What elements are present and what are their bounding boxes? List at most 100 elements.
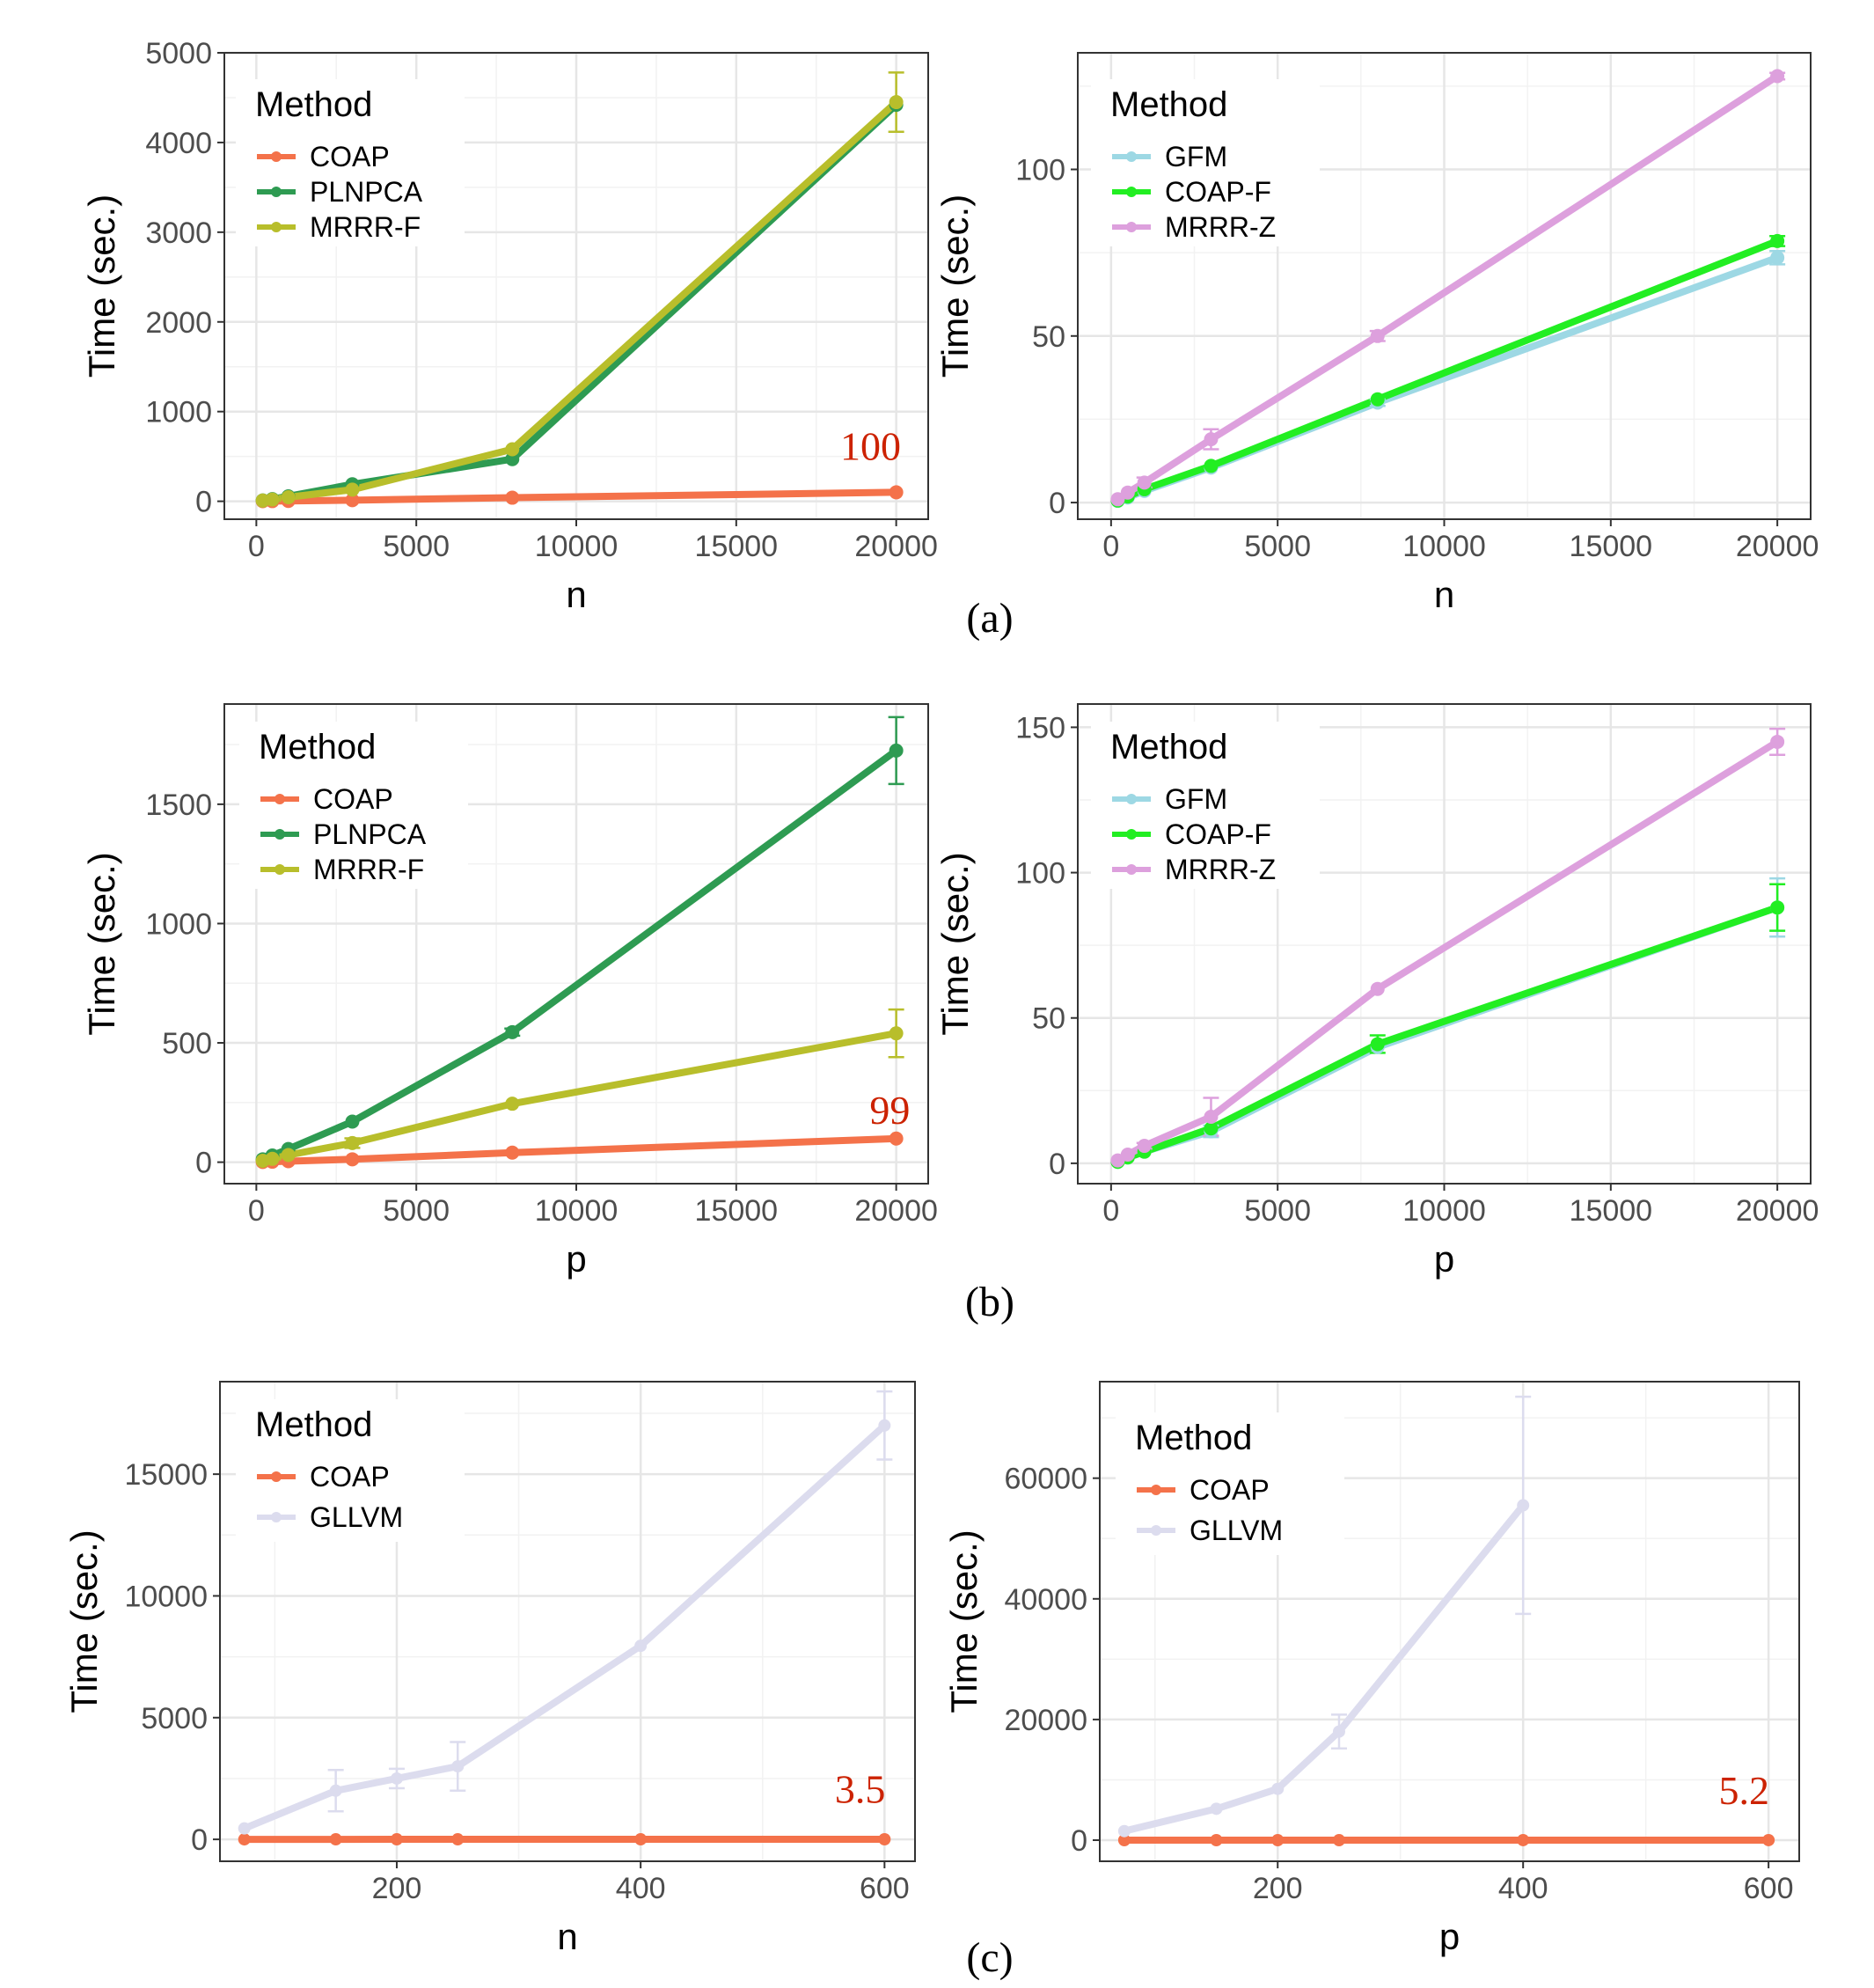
- x-tick-label: 15000: [695, 1194, 779, 1228]
- x-tick-label: 5000: [1244, 530, 1311, 563]
- legend-title: Method: [1110, 85, 1227, 124]
- y-tick-label: 0: [195, 1147, 212, 1180]
- x-tick-label: 20000: [1736, 530, 1819, 563]
- data-point-mrrr-z: [1204, 1110, 1219, 1125]
- y-axis-label: Time (sec.): [943, 1530, 985, 1713]
- x-tick-label: 10000: [535, 530, 619, 563]
- data-point-gllvm: [329, 1784, 342, 1797]
- y-axis-label: Time (sec.): [81, 852, 122, 1035]
- plot-border: [219, 1381, 916, 1862]
- legend-label-mrrr-f: MRRR-F: [310, 211, 421, 243]
- x-tick-label: 20000: [854, 530, 938, 563]
- data-point-coap: [1210, 1833, 1223, 1846]
- legend-label-plnpca: PLNPCA: [310, 176, 423, 208]
- legend-label-coap-f: COAP-F: [1165, 818, 1271, 850]
- legend-title: Method: [259, 728, 376, 767]
- x-tick-label: 15000: [695, 530, 779, 563]
- x-tick-label: 0: [1102, 530, 1119, 563]
- value-annotation: 3.5: [835, 1767, 886, 1812]
- y-axis-label: Time (sec.): [63, 1530, 105, 1713]
- legend-title: Method: [1110, 728, 1227, 767]
- x-tick-label: 400: [1498, 1872, 1548, 1905]
- panel-b-left: 0 5000 10000 15000 20000 0 500 1000 1500 99 p Time …: [81, 703, 938, 1280]
- value-annotation: 5.2: [1718, 1768, 1769, 1813]
- legend-label-mrrr-f: MRRR-F: [313, 854, 424, 885]
- legend-key-point: [1126, 222, 1137, 232]
- data-point-mrrr-z: [1770, 69, 1785, 84]
- legend-key-point: [1126, 864, 1137, 875]
- y-tick-label: 0: [1049, 487, 1065, 520]
- x-tick-label: 600: [1744, 1872, 1794, 1905]
- data-point-coap: [1332, 1833, 1345, 1846]
- legend-title: Method: [255, 85, 372, 124]
- data-point-gllvm: [634, 1640, 648, 1653]
- y-tick-label: 5000: [141, 1702, 208, 1735]
- data-point-plnpca: [505, 451, 520, 466]
- subfigure-label-c: (c): [966, 1934, 1013, 1981]
- y-tick-label: 0: [1049, 1148, 1065, 1181]
- legend-label-coap-f: COAP-F: [1165, 176, 1271, 208]
- data-point-gllvm: [1210, 1802, 1223, 1816]
- x-tick-label: 0: [248, 530, 265, 563]
- y-tick-label: 10000: [124, 1580, 208, 1613]
- data-point-mrrr-z: [1120, 485, 1135, 500]
- plot-border: [223, 703, 929, 1185]
- data-point-coap: [1517, 1833, 1530, 1846]
- x-tick-label: 10000: [535, 1194, 619, 1228]
- data-point-coap: [878, 1833, 891, 1846]
- x-axis-label: n: [1434, 574, 1454, 615]
- y-tick-label: 0: [191, 1823, 208, 1857]
- plot-border: [1077, 52, 1812, 520]
- y-tick-label: 50: [1032, 320, 1065, 354]
- legend-key-point: [1126, 151, 1137, 162]
- y-tick-label: 1000: [145, 907, 212, 941]
- y-tick-label: 1000: [145, 396, 212, 429]
- data-point-coap: [329, 1833, 342, 1846]
- y-tick-label: 5000: [145, 37, 212, 70]
- x-tick-label: 0: [248, 1194, 265, 1228]
- x-tick-label: 10000: [1402, 530, 1486, 563]
- data-point-plnpca: [889, 743, 904, 758]
- data-point-gllvm: [1517, 1499, 1530, 1512]
- x-axis-label: p: [1434, 1238, 1454, 1280]
- y-tick-label: 3000: [145, 216, 212, 250]
- data-point-coap-f: [1370, 1037, 1385, 1052]
- data-point-coap: [634, 1833, 648, 1846]
- legend-background: [1091, 79, 1320, 246]
- data-point-coap: [345, 1152, 360, 1167]
- data-point-mrrr-f: [281, 490, 296, 505]
- data-point-mrrr-f: [505, 442, 520, 457]
- legend-key-point: [1126, 187, 1137, 197]
- data-point-coap: [889, 485, 904, 500]
- x-tick-label: 15000: [1570, 530, 1653, 563]
- y-tick-label: 15000: [124, 1458, 208, 1492]
- legend-key-point: [1151, 1525, 1161, 1536]
- legend-background: [1091, 722, 1320, 889]
- y-tick-label: 0: [1071, 1824, 1087, 1858]
- legend-title: Method: [255, 1405, 372, 1444]
- x-tick-label: 5000: [383, 1194, 450, 1228]
- data-point-coap: [1271, 1833, 1285, 1846]
- value-annotation: 99: [869, 1088, 910, 1133]
- data-point-coap: [451, 1833, 465, 1846]
- data-point-mrrr-f: [345, 1135, 360, 1150]
- legend-label-plnpca: PLNPCA: [313, 818, 427, 850]
- legend-key-point: [1126, 794, 1137, 804]
- y-tick-label: 0: [195, 486, 212, 519]
- x-tick-label: 400: [616, 1872, 666, 1905]
- y-axis-label: Time (sec.): [934, 194, 976, 378]
- data-point-mrrr-f: [265, 492, 280, 507]
- legend-label-gllvm: GLLVM: [1190, 1515, 1283, 1546]
- panel-a-right: 0 5000 10000 15000 20000 0 50 100 n Time (sec.) Me…: [934, 52, 1819, 615]
- x-tick-label: 20000: [854, 1194, 938, 1228]
- y-tick-label: 20000: [1004, 1704, 1087, 1737]
- panel-a-left: 0 5000 10000 15000 20000 0 1000 2000 3000 4000 500…: [81, 37, 938, 615]
- data-point-coap-f: [1370, 392, 1385, 407]
- panel-c-left: 200 400 600 0 5000 10000 15000 3.5 n Time (sec.) M…: [63, 1381, 916, 1957]
- legend-label-coap: COAP: [313, 783, 393, 815]
- data-point-coap: [1762, 1833, 1775, 1846]
- y-tick-label: 50: [1032, 1002, 1065, 1036]
- y-tick-label: 60000: [1004, 1463, 1087, 1496]
- data-point-mrrr-f: [889, 1026, 904, 1041]
- data-point-coap: [505, 490, 520, 505]
